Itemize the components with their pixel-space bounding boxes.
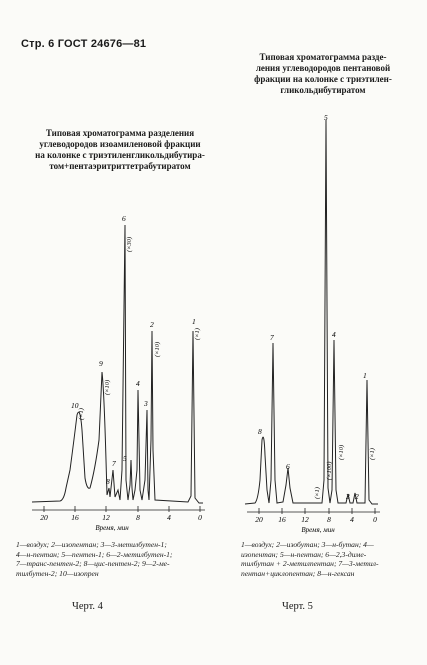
attenuation-label: (×10) [338,445,345,460]
peak-label: 3 [143,399,148,408]
chart-5-legend: 1—воздух; 2—изобутан; 3—н-бутан; 4— изоп… [241,540,379,578]
chart-4-legend: 1—воздух; 2—изопентан; 3—3-метилбутен-1;… [16,540,172,578]
legend-line: пентан+циклопентан; 8—н-гексан [241,568,355,578]
peak-label: 5 [324,113,328,122]
peak-label: 6 [122,214,126,223]
figure-5-caption: Черт. 5 [282,601,313,612]
title-line: фракции на колонке с триэтилен- [254,74,392,84]
peak-label: 7 [270,333,274,342]
tick-label: 20 [40,513,48,522]
tick-label: 12 [301,515,309,524]
chart-5-title: Типовая хроматограмма разде- ления углев… [233,52,413,96]
tick-label: 4 [350,515,354,524]
peak-label: 9 [99,359,103,368]
legend-line: изопентан; 5—н-пентан; 6—2,3-диме- [241,549,367,559]
title-line: Типовая хроматограмма разделения [45,128,195,138]
peak-label: 8 [106,477,110,486]
title-line: том+пентаэритриттетрабутиратом [49,161,191,171]
tick-label: 12 [102,513,110,522]
tick-label: 8 [327,515,331,524]
peak-label: 4 [332,330,336,339]
peak-label: 5 [123,454,127,463]
peak-label: 1 [192,317,196,326]
legend-line: 7—транс-пентен-2; 8—цис-пентен-2; 9—2-ме… [16,559,170,569]
peak-label: 10 [71,401,79,410]
chromatogram-5-trace [244,119,378,505]
peak-label: 4 [136,379,140,388]
legend-line: тилбутен-2; 10—изопрен [16,568,99,578]
axis-label: Время, мин [95,524,129,532]
attenuation-label: (×1) [194,328,201,340]
tick-label: 4 [167,513,171,522]
legend-line: 4—н-пентан; 5—пентен-1; 6—2-метилбутен-1… [16,549,173,559]
chart-4-title: Типовая хроматограмма разделения углевод… [20,128,220,172]
tick-label: 16 [71,513,79,522]
legend-line: тилбутан + 2-метилпентан; 7—3-метил- [241,559,379,569]
peak-label: 2 [150,320,154,329]
title-line: углеводородов изоамиленовой фракции [39,139,201,149]
attenuation-label: (×100) [326,462,333,480]
tick-label: 16 [278,515,286,524]
peak-label: 2 [355,492,359,501]
peak-label: 8 [258,427,262,436]
title-line: гликольдибутиратом [280,85,366,95]
peak-label: 3 [345,492,350,501]
attenuation-label: (×1) [314,487,321,499]
attenuation-label: (×1) [369,448,376,460]
legend-line: 1—воздух; 2—изобутан; 3—н-бутан; 4— [241,540,374,549]
title-line: Типовая хроматограмма разде- [259,52,387,62]
legend-line: 1—воздух; 2—изопентан; 3—3-метилбутен-1; [16,540,167,549]
peak-label: 1 [363,371,367,380]
figure-4-caption: Черт. 4 [72,601,103,612]
peak-label: 7 [112,459,116,468]
axis-label: Время, мин [301,526,335,534]
title-line: на колонке с триэтиленгликольдибутира- [35,150,205,160]
tick-label: 0 [198,513,202,522]
tick-label: 8 [136,513,140,522]
peak-label: 6 [286,462,290,471]
chromatogram-4-trace [31,224,203,504]
attenuation-label: (×30) [126,237,133,252]
attenuation-label: (×10) [154,342,161,357]
title-line: ления углеводородов пентановой [255,63,391,73]
tick-label: 20 [255,515,263,524]
attenuation-label: (×10) [104,380,111,395]
attenuation-label: (×1) [78,408,85,420]
page-header: Стр. 6 ГОСТ 24676—81 [21,38,147,50]
tick-label: 0 [373,515,377,524]
